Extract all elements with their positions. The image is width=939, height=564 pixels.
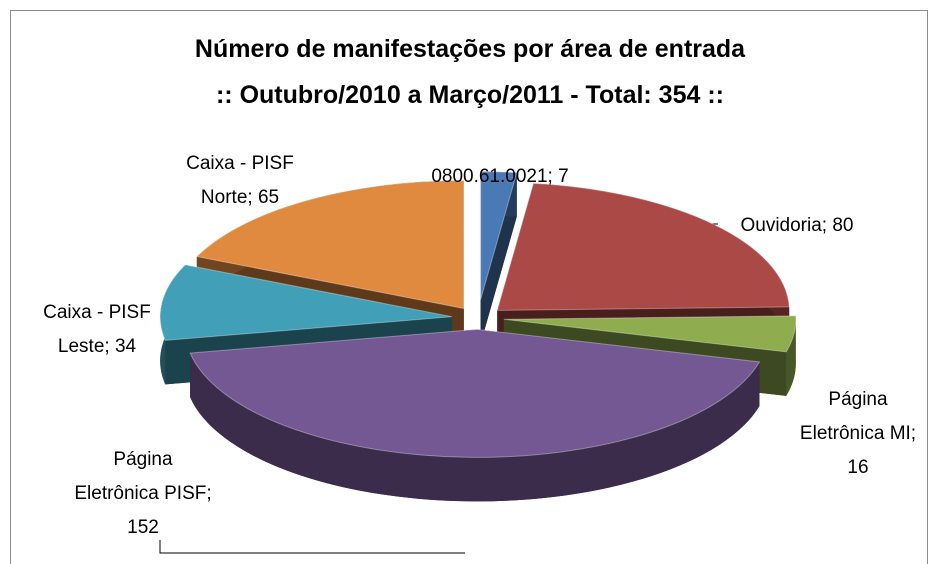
- data-label: Página Eletrônica PISF; 152: [74, 449, 211, 538]
- slice: [503, 315, 797, 353]
- data-label: Ouvidoria; 80: [740, 215, 853, 236]
- slice: [480, 171, 518, 300]
- slice: [159, 264, 453, 341]
- data-label: Página Eletrônica MI; 16: [800, 389, 916, 478]
- leader-line: [159, 540, 465, 554]
- data-label: Caixa - PISF Leste; 34: [43, 302, 151, 357]
- data-label: Caixa - PISF Norte; 65: [186, 153, 294, 208]
- slice-side: [786, 315, 796, 396]
- pie: [159, 171, 797, 502]
- slice: [189, 328, 761, 458]
- slice: [195, 179, 465, 310]
- data-label: 0800.61.0021; 7: [431, 166, 568, 187]
- data-labels: 0800.61.0021; 7 Ouvidoria; 80 Página Eletrô…: [43, 153, 916, 538]
- chart-subtitle: :: Outubro/2010 a Março/2011 - Total: 35…: [216, 81, 724, 109]
- slice-side: [190, 353, 760, 502]
- chart-title: Número de manifestações por área de entr…: [195, 35, 746, 63]
- slice: [496, 182, 790, 311]
